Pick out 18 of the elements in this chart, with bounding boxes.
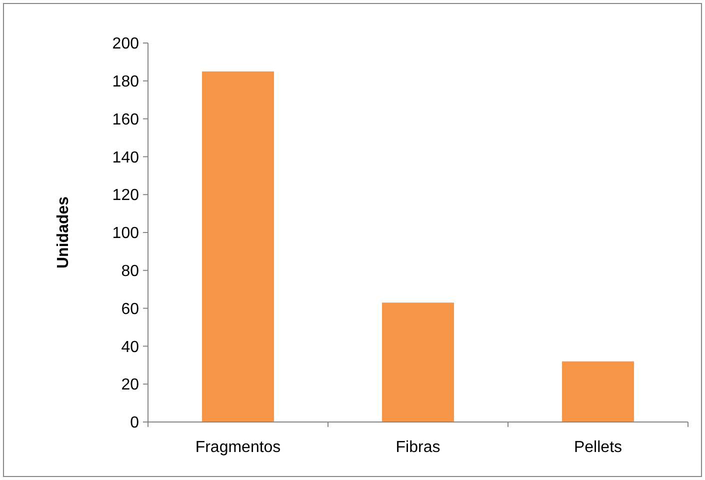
x-tick-label: Fibras xyxy=(396,439,440,456)
x-tick-label: Fragmentos xyxy=(195,439,281,456)
y-tick-label: 180 xyxy=(112,74,140,90)
y-tick-label: 20 xyxy=(121,376,140,394)
bar xyxy=(562,361,634,422)
y-tick-label: 80 xyxy=(121,263,140,280)
y-tick-label: 160 xyxy=(112,111,140,128)
bar xyxy=(202,71,274,422)
y-tick-label: 0 xyxy=(130,414,140,432)
bar xyxy=(382,302,454,422)
y-tick-label: 40 xyxy=(121,338,140,356)
y-tick-label: 60 xyxy=(121,300,140,318)
y-axis-title: Unidades xyxy=(55,196,72,269)
y-tick-label: 100 xyxy=(112,225,140,242)
x-tick-label: Pellets xyxy=(574,439,622,456)
y-tick-label: 200 xyxy=(112,36,140,53)
y-tick-label: 140 xyxy=(112,149,140,166)
y-tick-label: 120 xyxy=(112,187,140,204)
